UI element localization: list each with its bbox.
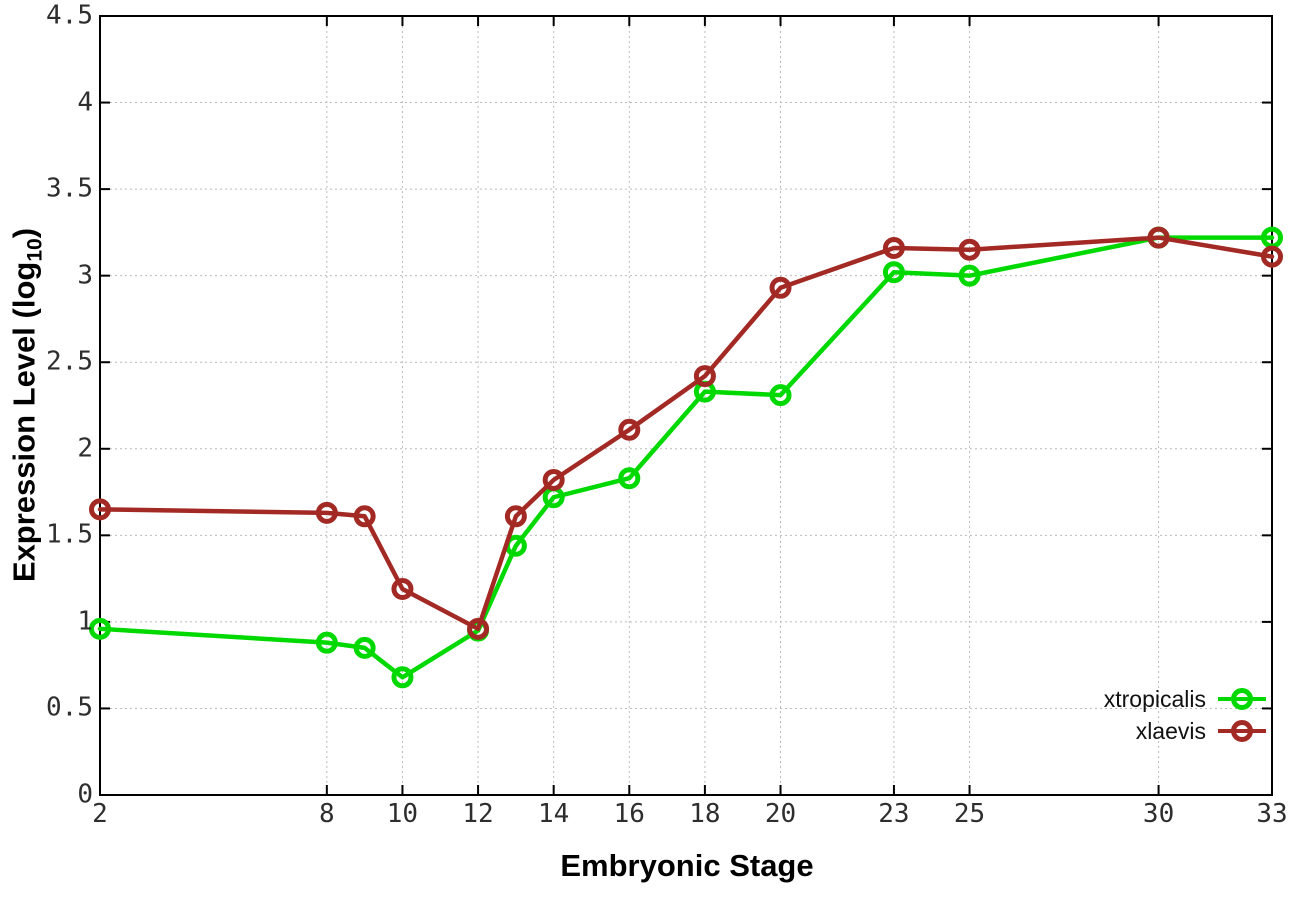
xtropicalis-data-point bbox=[618, 467, 641, 490]
xlaevis-data-point bbox=[89, 498, 111, 521]
x-tick-label: 10 bbox=[386, 799, 419, 829]
legend-label-xtropicalis: xtropicalis bbox=[1103, 685, 1206, 712]
x-tick-label: 30 bbox=[1142, 799, 1175, 829]
y-tick-label: 3 bbox=[77, 260, 93, 291]
xtropicalis-data-point bbox=[882, 261, 905, 284]
y-tick-label: 1 bbox=[77, 606, 93, 637]
xlaevis-data-point bbox=[391, 577, 414, 600]
y-tick-label: 3.5 bbox=[46, 173, 93, 204]
y-tick-label: 1.5 bbox=[46, 519, 93, 550]
x-tick-label: 12 bbox=[462, 799, 494, 829]
y-tick-label: 4.5 bbox=[46, 0, 93, 31]
xlaevis-data-point bbox=[1261, 245, 1283, 268]
xtropicalis-data-point bbox=[391, 666, 414, 689]
xlaevis-line bbox=[97, 235, 1275, 632]
y-axis-title-close: ) bbox=[6, 227, 42, 239]
y-axis-title-subscript: 10 bbox=[23, 238, 47, 262]
xtropicalis-data-point bbox=[769, 384, 792, 407]
xlaevis-data-point bbox=[1147, 226, 1170, 249]
y-tick-label: 2.5 bbox=[46, 346, 93, 377]
xlaevis-data-point bbox=[504, 505, 527, 528]
legend-ring-icon bbox=[1231, 720, 1253, 742]
xtropicalis-line bbox=[97, 235, 1275, 680]
xlaevis-data-point bbox=[958, 238, 981, 261]
legend-ring-icon bbox=[1231, 688, 1253, 710]
x-tick-label: 8 bbox=[319, 799, 335, 829]
xtropicalis-data-point bbox=[89, 617, 111, 640]
xlaevis-data-point bbox=[542, 468, 565, 491]
x-tick-label: 18 bbox=[689, 799, 721, 829]
xtropicalis-data-point bbox=[353, 636, 376, 659]
legend-marker-xtropicalis bbox=[1218, 687, 1266, 711]
x-tick-label: 25 bbox=[953, 799, 986, 829]
x-tick-label: 33 bbox=[1256, 799, 1288, 829]
x-axis-title: Embryonic Stage bbox=[560, 848, 814, 883]
y-axis-title: Expression Level (log10) bbox=[6, 228, 47, 582]
xlaevis-data-point bbox=[467, 617, 490, 640]
legend-marker-xlaevis bbox=[1218, 719, 1266, 743]
xlaevis-data-point bbox=[315, 501, 338, 524]
y-tick-label: 4 bbox=[77, 86, 93, 117]
xlaevis-data-point bbox=[693, 365, 716, 388]
legend-entry-xlaevis: xlaevis bbox=[1136, 718, 1266, 744]
y-tick-label: 2 bbox=[77, 433, 93, 464]
xlaevis-data-point bbox=[882, 236, 905, 259]
plot-border bbox=[99, 15, 1273, 796]
xtropicalis-data-point bbox=[315, 631, 338, 654]
xtropicalis-data-point bbox=[958, 264, 981, 287]
xlaevis-data-point bbox=[769, 276, 792, 299]
xlaevis-data-point bbox=[618, 418, 641, 441]
y-axis-title-text: Expression Level (log bbox=[6, 261, 42, 583]
x-tick-label: 20 bbox=[764, 799, 797, 829]
x-tick-label: 14 bbox=[538, 799, 570, 829]
legend-entry-xtropicalis: xtropicalis bbox=[1104, 686, 1266, 712]
y-tick-label: 0.5 bbox=[46, 692, 93, 723]
x-tick-label: 23 bbox=[878, 799, 910, 829]
legend-label-xlaevis: xlaevis bbox=[1135, 717, 1206, 744]
x-tick-label: 16 bbox=[613, 799, 645, 829]
x-tick-label: 2 bbox=[92, 799, 108, 829]
y-tick-label: 0 bbox=[77, 779, 93, 810]
xlaevis-data-point bbox=[353, 505, 376, 528]
